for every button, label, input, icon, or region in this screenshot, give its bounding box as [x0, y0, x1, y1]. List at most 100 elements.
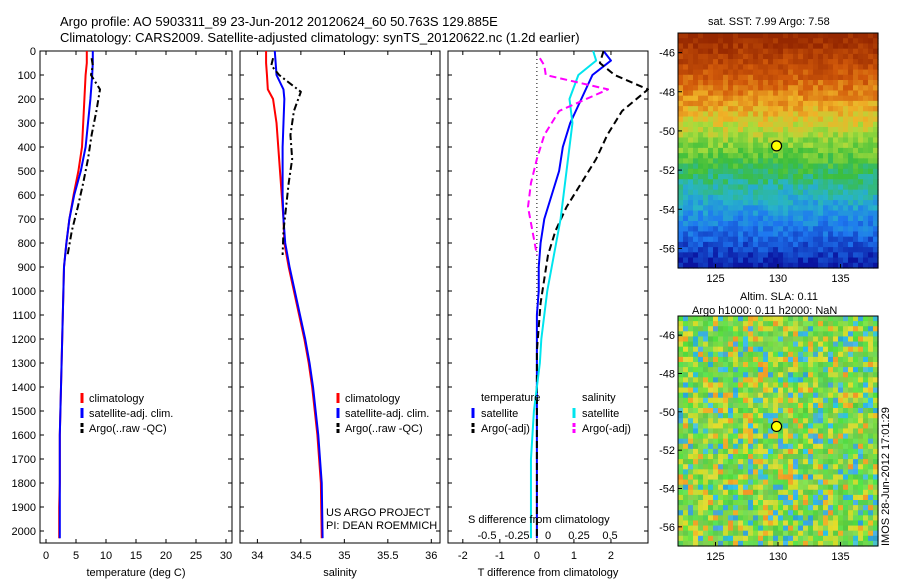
sst-map-cell	[848, 43, 854, 50]
sst-map-cell	[753, 137, 759, 144]
sst-map-cell	[873, 168, 879, 175]
sla-map-cell	[793, 377, 799, 384]
sla-map-cell	[683, 459, 689, 465]
sla-map-cell	[768, 351, 774, 358]
sla-map-cell	[828, 346, 834, 353]
sla-map-cell	[708, 413, 714, 419]
sla-map-cell	[843, 525, 849, 532]
sst-map-cell	[843, 43, 849, 50]
sla-map-cell	[733, 510, 739, 516]
sla-map-cell	[758, 392, 764, 399]
sla-map-cell	[708, 510, 714, 516]
sst-map-cell	[683, 200, 689, 206]
sst-map-cell	[818, 189, 824, 196]
sst-map-cell	[843, 33, 849, 39]
sst-map-cell	[873, 69, 879, 76]
sla-map-cell	[808, 326, 814, 332]
sla-map-cell	[778, 362, 784, 368]
sst-map-cell	[748, 247, 754, 253]
sst-map-cell	[803, 90, 809, 97]
sst-map-cell	[823, 231, 829, 238]
sst-map-cell	[708, 174, 714, 180]
sla-map-cell	[748, 377, 754, 384]
sla-map-cell	[838, 408, 844, 414]
sla-map-cell	[783, 341, 789, 348]
sla-map-cell	[723, 351, 729, 358]
sst-map-cell	[718, 163, 724, 170]
sst-map-cell	[688, 174, 694, 180]
sla-map-cell	[798, 413, 804, 419]
sla-map-cell	[858, 510, 864, 516]
sst-map-cell	[683, 158, 689, 165]
sst-map-cell	[848, 147, 854, 154]
sst-map-cell	[863, 59, 869, 65]
sst-map-cell	[833, 137, 839, 144]
sst-map-cell	[718, 106, 724, 112]
sst-map-cell	[808, 241, 814, 248]
sst-map-cell	[768, 247, 774, 253]
sla-map-cell	[833, 413, 839, 419]
sla-map-cell	[783, 448, 789, 455]
sst-map-cell	[753, 142, 759, 149]
sla-map-cell	[718, 489, 724, 496]
depth-tick-label: 1300	[12, 358, 36, 370]
sla-map-cell	[718, 413, 724, 419]
sla-map-cell	[798, 367, 804, 373]
sla-map-cell	[718, 525, 724, 532]
sst-map-cell	[708, 147, 714, 154]
sst-map-cell	[723, 137, 729, 144]
sla-map-cell	[763, 351, 769, 358]
sla-map-cell	[683, 387, 689, 394]
sst-map-ytick-label: -48	[659, 87, 675, 99]
sla-map-cell	[853, 341, 859, 348]
sst-map-cell	[823, 158, 829, 165]
sla-map-cell	[788, 438, 794, 445]
sla-map-cell	[728, 500, 734, 506]
sst-map-cell	[683, 189, 689, 196]
sst-map-cell	[853, 142, 859, 149]
sst-map-cell	[703, 80, 709, 86]
sst-map-cell	[708, 127, 714, 133]
sla-map-cell	[688, 438, 694, 445]
sst-map-cell	[773, 90, 779, 97]
sst-map-cell	[698, 127, 704, 133]
sla-map-cell	[853, 474, 859, 481]
sst-map-cell	[803, 142, 809, 149]
sst-map-cell	[803, 116, 809, 123]
sst-map-cell	[733, 153, 739, 159]
sla-map-cell	[783, 336, 789, 343]
sla-map-cell	[753, 346, 759, 353]
sst-map-cell	[723, 147, 729, 154]
depth-tick-label: 600	[18, 190, 36, 202]
sla-map-cell	[698, 540, 704, 547]
sst-map-cell	[798, 106, 804, 112]
sst-map-cell	[843, 221, 849, 227]
sla-map-cell	[698, 418, 704, 424]
sla-map-cell	[868, 336, 874, 343]
sla-map-cell	[803, 367, 809, 373]
sla-map-cell	[833, 540, 839, 547]
sst-map-cell	[838, 38, 844, 45]
sla-map-cell	[693, 372, 699, 378]
sla-map-cell	[683, 474, 689, 481]
sla-map-cell	[863, 397, 869, 404]
sst-map-cell	[723, 252, 729, 259]
sla-map-cell	[743, 418, 749, 424]
sla-map-cell	[713, 520, 719, 527]
sla-map-cell	[823, 372, 829, 378]
sla-map-cell	[783, 428, 789, 435]
sst-map-cell	[753, 247, 759, 253]
sst-map-cell	[853, 137, 859, 144]
sst-map-cell	[833, 127, 839, 133]
sst-map-cell	[818, 43, 824, 50]
sla-map-cell	[813, 356, 819, 363]
sla-map-cell	[718, 500, 724, 506]
sst-map-cell	[693, 106, 699, 112]
sla-map-cell	[718, 423, 724, 430]
sla-map-cell	[708, 321, 714, 327]
sst-map-cell	[768, 184, 774, 191]
sst-map-cell	[763, 153, 769, 159]
sla-map-cell	[698, 356, 704, 363]
sst-map-cell	[798, 74, 804, 81]
sla-map-cell	[783, 326, 789, 332]
